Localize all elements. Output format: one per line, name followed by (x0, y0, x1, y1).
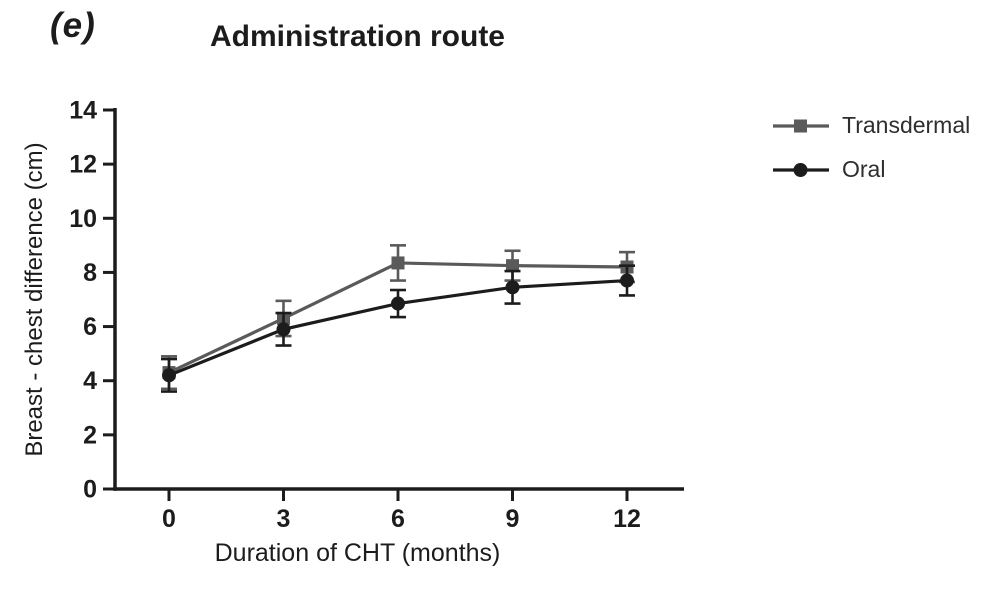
y-tick-label: 6 (83, 313, 97, 341)
x-tick-label: 3 (277, 505, 291, 533)
panel-letter-label: (e) (50, 6, 96, 45)
data-point-oral (620, 273, 634, 288)
data-point-transdermal (391, 256, 405, 270)
legend-item-oral: Oral (772, 156, 970, 183)
x-tick-label: 6 (391, 505, 405, 533)
y-tick-label: 10 (69, 205, 97, 233)
data-point-transdermal (506, 259, 519, 273)
data-point-oral (162, 368, 176, 383)
data-point-oral (505, 280, 520, 295)
y-tick-label: 8 (83, 259, 97, 287)
data-point-oral (276, 322, 291, 337)
x-tick-label: 0 (162, 505, 176, 533)
legend-label-oral: Oral (842, 156, 886, 182)
y-tick-label: 14 (69, 97, 97, 125)
y-tick-label: 4 (83, 367, 97, 395)
y-tick-label: 12 (69, 151, 97, 179)
y-tick-label: 2 (83, 421, 97, 449)
y-axis-title: Breast - chest difference (cm) (21, 142, 48, 456)
oral-legend-marker-icon (773, 162, 829, 177)
x-tick-label: 12 (613, 505, 641, 533)
transdermal-legend-marker-icon (773, 119, 829, 132)
legend-label-transdermal: Transdermal (842, 112, 971, 138)
y-tick-label: 0 (83, 476, 97, 504)
x-tick-label: 9 (506, 505, 520, 533)
legend-item-transdermal: Transdermal (772, 112, 970, 139)
chart-title: Administration route (209, 20, 505, 53)
legend: Transdermal Oral (772, 112, 970, 183)
data-point-oral (391, 296, 405, 311)
x-axis-title: Duration of CHT (months) (215, 539, 501, 567)
